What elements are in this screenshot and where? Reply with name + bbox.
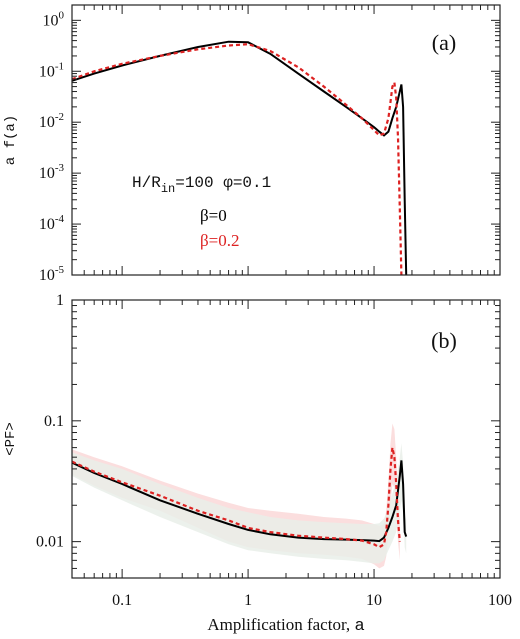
y-tick-label: 100 xyxy=(43,9,65,29)
y-tick-label: 10-1 xyxy=(39,60,64,80)
series-line-beta-0.2 xyxy=(72,447,401,549)
x-tick-label: 0.1 xyxy=(112,592,132,609)
y-axis-label: <PF> xyxy=(3,422,19,456)
panel-a-chart: 100 10-1 10-2 10-3 10-4 10-5 a f(a) (a) H/Rin=10… xyxy=(3,4,501,284)
x-tick-label: 10 xyxy=(366,592,382,609)
panel-b-chart: 1 0.1 0.01 0.1 1 10 100 <PF> Amplification facto… xyxy=(3,292,512,636)
y-tick-label: 10-5 xyxy=(39,264,65,284)
x-axis-label: Amplification factor, a xyxy=(207,615,364,636)
y-tick-label: 10-3 xyxy=(39,162,65,182)
panel-b-plot-area xyxy=(72,423,408,569)
panel-label-b: (b) xyxy=(431,328,457,353)
y-tick-label: 10-4 xyxy=(39,213,65,233)
band-beta-0 xyxy=(72,443,407,564)
legend-beta-0.2: β=0.2 xyxy=(200,231,240,250)
y-tick-label: 10-2 xyxy=(39,111,64,131)
param-annotation: H/Rin=100 φ=0.1 xyxy=(132,174,271,196)
y-axis-label: a f(a) xyxy=(3,115,19,165)
panel-a-plot-area xyxy=(72,40,408,275)
series-line-beta-0.2 xyxy=(72,43,403,275)
y-tick-label: 0.01 xyxy=(36,534,64,551)
y-tick-label: 1 xyxy=(56,292,64,309)
legend-beta-0: β=0 xyxy=(200,206,227,225)
panel-label-a: (a) xyxy=(432,30,456,55)
x-tick-label: 100 xyxy=(488,592,512,609)
y-tick-label: 0.1 xyxy=(44,413,64,430)
x-tick-label: 1 xyxy=(244,592,252,609)
